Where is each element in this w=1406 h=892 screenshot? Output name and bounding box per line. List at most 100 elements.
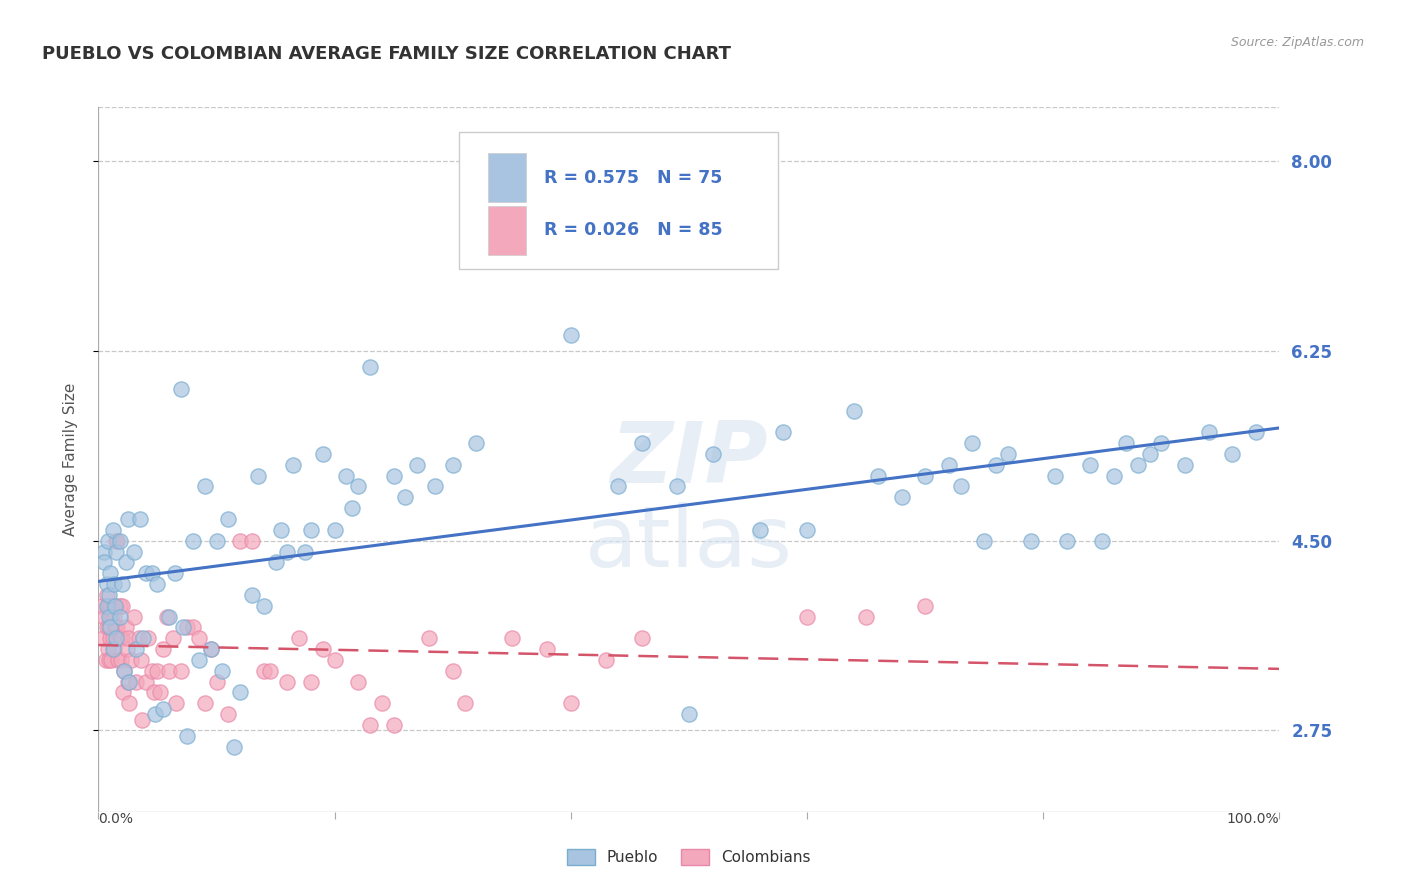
Point — [394, 491, 416, 505]
Point — [97, 599, 120, 613]
Point — [96, 599, 118, 613]
Point — [96, 577, 118, 591]
Point — [111, 599, 134, 613]
Point — [890, 491, 912, 505]
Point — [772, 425, 794, 440]
Point — [465, 436, 488, 450]
Text: ZIP: ZIP — [610, 417, 768, 501]
Point — [96, 588, 118, 602]
Legend: Pueblo, Colombians: Pueblo, Colombians — [561, 843, 817, 871]
Point — [984, 458, 1007, 472]
Point — [136, 632, 159, 646]
Point — [108, 632, 131, 646]
Point — [103, 609, 125, 624]
Point — [152, 702, 174, 716]
Point — [149, 685, 172, 699]
Point — [117, 632, 139, 646]
Point — [501, 632, 523, 646]
Text: PUEBLO VS COLOMBIAN AVERAGE FAMILY SIZE CORRELATION CHART: PUEBLO VS COLOMBIAN AVERAGE FAMILY SIZE … — [42, 45, 731, 62]
Point — [276, 674, 298, 689]
Point — [276, 544, 298, 558]
Point — [240, 533, 263, 548]
Point — [117, 674, 139, 689]
Point — [105, 632, 128, 646]
Point — [1150, 436, 1173, 450]
Point — [702, 447, 724, 461]
Point — [98, 620, 121, 634]
Point — [382, 718, 405, 732]
Point — [157, 664, 180, 678]
Point — [194, 696, 217, 710]
Point — [678, 707, 700, 722]
Point — [172, 620, 194, 634]
Point — [312, 447, 335, 461]
Point — [796, 523, 818, 537]
Point — [101, 523, 124, 537]
Point — [371, 696, 394, 710]
Point — [146, 577, 169, 591]
Point — [181, 533, 204, 548]
Point — [1115, 436, 1137, 450]
Point — [224, 739, 246, 754]
Point — [1244, 425, 1267, 440]
Point — [146, 664, 169, 678]
Point — [128, 512, 150, 526]
Point — [114, 620, 136, 634]
Point — [112, 685, 135, 699]
Point — [595, 653, 617, 667]
Bar — [488, 206, 526, 255]
Point — [962, 436, 984, 450]
Point — [205, 674, 228, 689]
Point — [125, 674, 148, 689]
Point — [1043, 468, 1066, 483]
Point — [205, 533, 228, 548]
Point — [796, 609, 818, 624]
Point — [229, 685, 252, 699]
Point — [423, 479, 446, 493]
Point — [630, 436, 652, 450]
Point — [112, 664, 135, 678]
Point — [101, 599, 124, 613]
Text: 100.0%: 100.0% — [1227, 812, 1279, 826]
Point — [270, 523, 292, 537]
Point — [1102, 468, 1125, 483]
Point — [441, 664, 464, 678]
Point — [914, 599, 936, 613]
Point — [101, 632, 124, 646]
Point — [666, 479, 689, 493]
FancyBboxPatch shape — [458, 132, 778, 269]
Point — [157, 609, 180, 624]
Text: R = 0.026   N = 85: R = 0.026 N = 85 — [544, 221, 723, 239]
Point — [101, 642, 124, 657]
Point — [105, 544, 128, 558]
Point — [1021, 533, 1043, 548]
Point — [1080, 458, 1102, 472]
Point — [536, 209, 558, 223]
Point — [100, 609, 122, 624]
Point — [211, 664, 233, 678]
Text: 0.0%: 0.0% — [98, 812, 134, 826]
Point — [406, 458, 429, 472]
Point — [141, 566, 163, 581]
Point — [194, 479, 217, 493]
Point — [112, 664, 135, 678]
Point — [108, 609, 131, 624]
Point — [855, 609, 877, 624]
Point — [630, 632, 652, 646]
Point — [288, 632, 311, 646]
Point — [1198, 425, 1220, 440]
Point — [91, 632, 114, 646]
Point — [949, 479, 972, 493]
Point — [382, 468, 405, 483]
Text: Source: ZipAtlas.com: Source: ZipAtlas.com — [1230, 36, 1364, 49]
Y-axis label: Average Family Size: Average Family Size — [63, 383, 77, 536]
Point — [97, 533, 120, 548]
Point — [323, 653, 346, 667]
Point — [98, 653, 121, 667]
Point — [142, 685, 165, 699]
Text: R = 0.575   N = 75: R = 0.575 N = 75 — [544, 169, 723, 186]
Point — [98, 632, 121, 646]
Point — [997, 447, 1019, 461]
Point — [111, 577, 134, 591]
Point — [108, 533, 131, 548]
